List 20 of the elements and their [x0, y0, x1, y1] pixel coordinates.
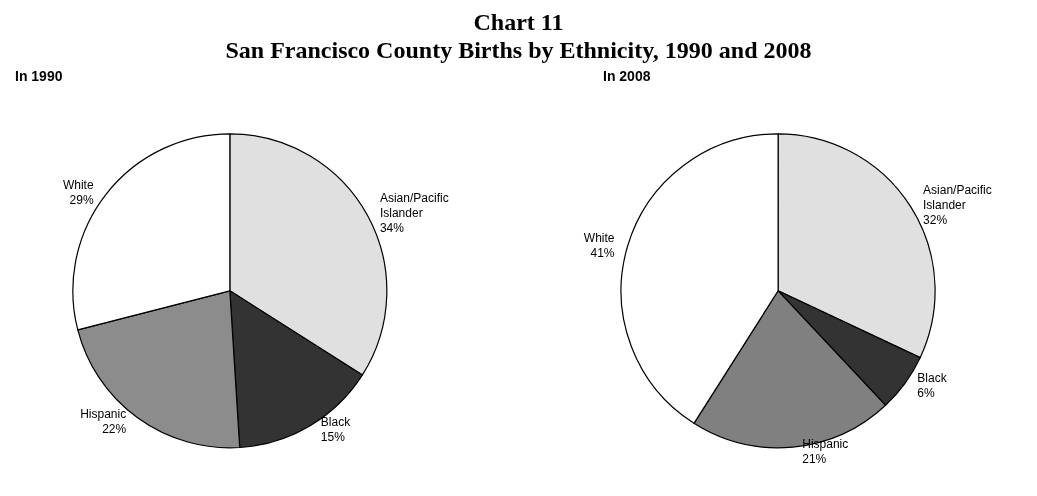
slice-label: Black [917, 370, 948, 385]
data-label: 32% [923, 212, 948, 227]
data-label: 15% [320, 429, 346, 444]
chart-title: In 2008 [603, 68, 651, 84]
slice-label: Asian/Pacific Islander [923, 182, 996, 212]
data-label: 41% [590, 246, 615, 261]
data-label: 29% [69, 192, 94, 207]
slice-label: Black [320, 414, 352, 429]
text: In 1990 [15, 68, 63, 84]
data-label: 22% [102, 421, 127, 436]
slice-label: White [62, 177, 94, 192]
text: San Francisco County Births by Ethnicity, 1990 and 2008 [224, 36, 813, 64]
slice-label: Hispanic [80, 406, 127, 421]
slice-label: Hispanic [802, 436, 849, 451]
data-label: 6% [917, 385, 936, 400]
slice-label: White [583, 231, 615, 246]
slice-label: Asian/Pacific Islander [379, 191, 452, 221]
data-label: 21% [802, 451, 827, 466]
text: Chart 11 [472, 8, 565, 36]
data-label: 34% [379, 221, 405, 236]
